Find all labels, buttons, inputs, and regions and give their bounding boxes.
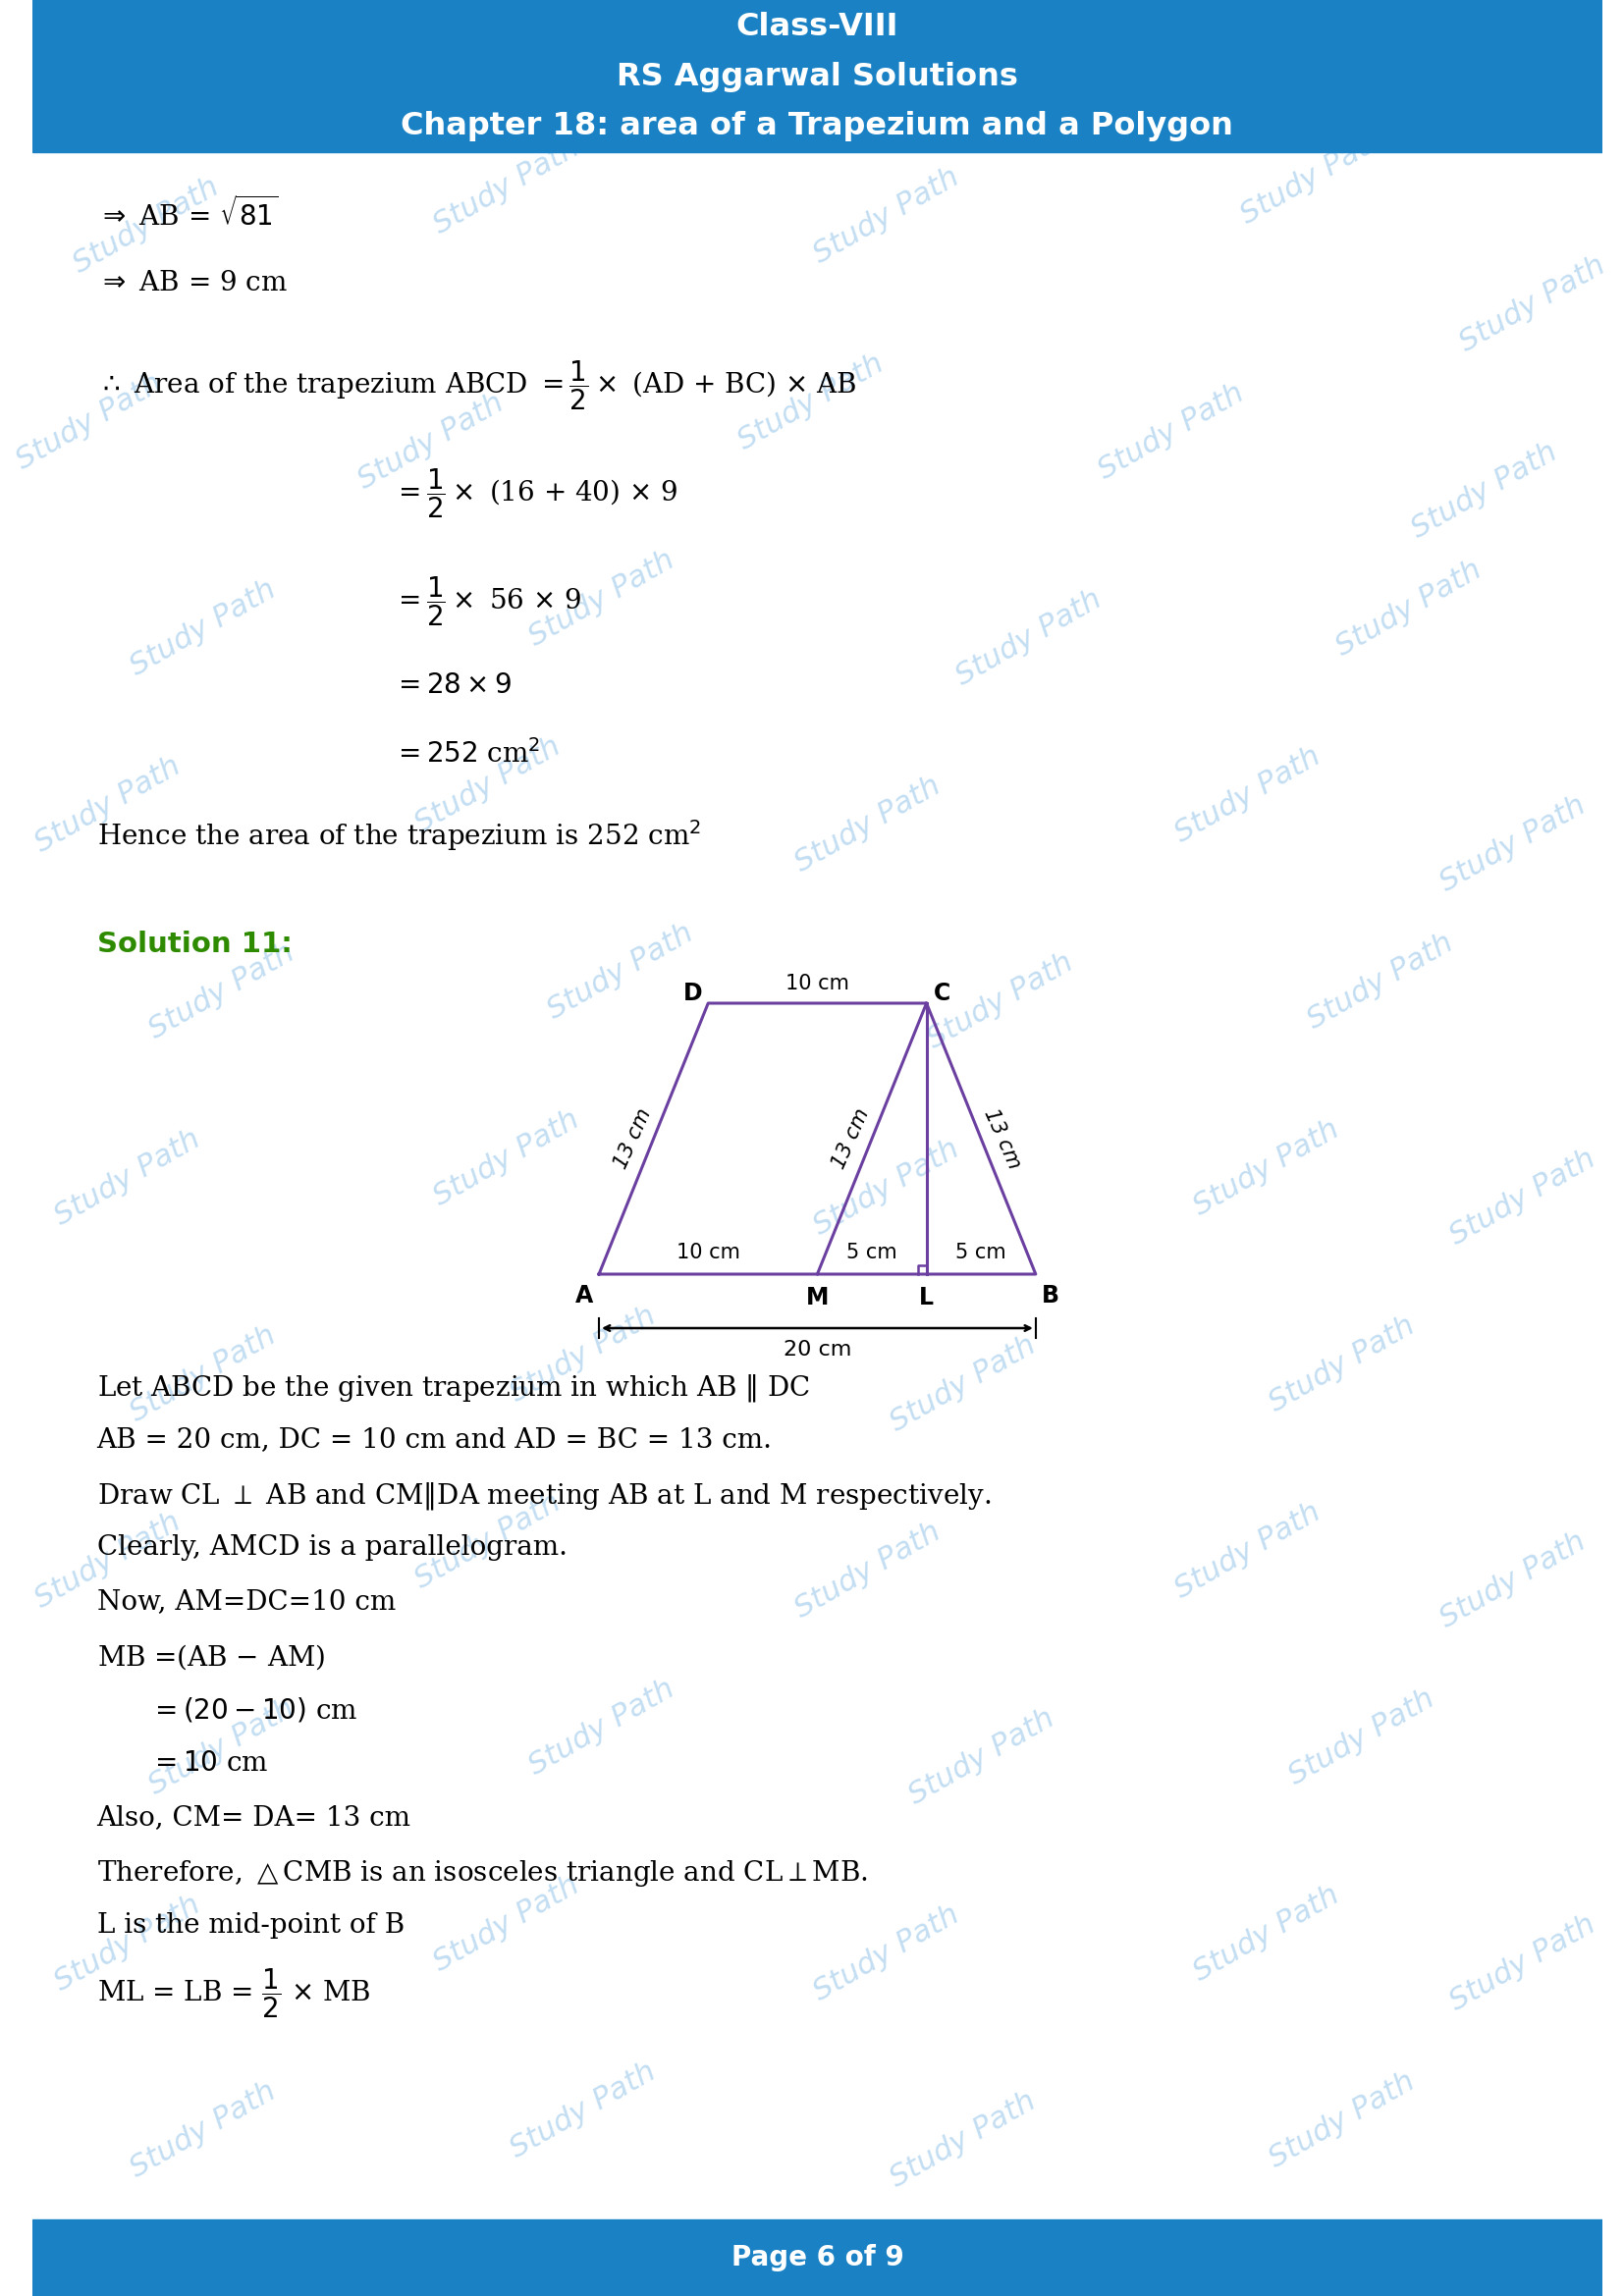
- Text: AB = 20 cm, DC = 10 cm and AD = BC = 13 cm.: AB = 20 cm, DC = 10 cm and AD = BC = 13 …: [97, 1426, 773, 1453]
- Text: Study Path: Study Path: [789, 1518, 945, 1623]
- Bar: [32, 0, 1603, 152]
- Text: Draw CL $\perp$ AB and CM$\|$DA meeting AB at L and M respectively.: Draw CL $\perp$ AB and CM$\|$DA meeting …: [97, 1481, 991, 1511]
- Text: Let ABCD be the given trapezium in which AB $\|$ DC: Let ABCD be the given trapezium in which…: [97, 1373, 809, 1403]
- Text: Study Path: Study Path: [49, 1125, 205, 1231]
- Text: Study Path: Study Path: [125, 574, 281, 682]
- Text: Study Path: Study Path: [1302, 928, 1458, 1035]
- Text: Study Path: Study Path: [125, 1320, 281, 1428]
- Text: RS Aggarwal Solutions: RS Aggarwal Solutions: [617, 62, 1018, 92]
- Text: 13 cm: 13 cm: [830, 1107, 874, 1171]
- Text: Study Path: Study Path: [525, 1674, 680, 1782]
- Text: L is the mid-point of B: L is the mid-point of B: [97, 1913, 404, 1938]
- Text: Study Path: Study Path: [68, 172, 224, 278]
- Text: 20 cm: 20 cm: [783, 1341, 851, 1359]
- Text: Study Path: Study Path: [1332, 556, 1486, 661]
- Text: ML = LB = $\dfrac{1}{2}$ $\times$ MB: ML = LB = $\dfrac{1}{2}$ $\times$ MB: [97, 1965, 370, 2020]
- Text: Study Path: Study Path: [11, 370, 167, 475]
- Text: Study Path: Study Path: [31, 751, 187, 859]
- Text: C: C: [934, 983, 950, 1006]
- Text: Also, CM= DA= 13 cm: Also, CM= DA= 13 cm: [97, 1805, 411, 1830]
- Text: Study Path: Study Path: [1169, 1497, 1325, 1605]
- Text: Study Path: Study Path: [505, 2057, 661, 2163]
- Text: Study Path: Study Path: [809, 1134, 965, 1240]
- Text: $\therefore$ Area of the trapezium ABCD $=\dfrac{1}{2}\times$ (AD + BC) $\times$: $\therefore$ Area of the trapezium ABCD …: [97, 358, 856, 411]
- Text: Study Path: Study Path: [809, 1901, 965, 2007]
- Text: Study Path: Study Path: [352, 388, 508, 496]
- Text: Study Path: Study Path: [1283, 1685, 1439, 1791]
- Text: Study Path: Study Path: [1265, 1311, 1419, 1417]
- Text: Study Path: Study Path: [1169, 742, 1325, 847]
- Text: D: D: [684, 983, 703, 1006]
- Text: Study Path: Study Path: [1265, 2066, 1419, 2174]
- Text: MB =(AB $-$ AM): MB =(AB $-$ AM): [97, 1642, 325, 1671]
- Text: 5 cm: 5 cm: [957, 1242, 1007, 1263]
- Text: Study Path: Study Path: [885, 2087, 1041, 2193]
- Text: 10 cm: 10 cm: [786, 974, 849, 994]
- Text: Study Path: Study Path: [1436, 792, 1592, 898]
- Text: Study Path: Study Path: [542, 918, 698, 1024]
- Text: Study Path: Study Path: [903, 1704, 1059, 1809]
- Text: B: B: [1043, 1283, 1060, 1306]
- Text: Study Path: Study Path: [1189, 1116, 1345, 1221]
- Text: Study Path: Study Path: [1455, 250, 1609, 358]
- Text: A: A: [575, 1283, 593, 1306]
- Text: Study Path: Study Path: [885, 1332, 1041, 1437]
- Text: $=\dfrac{1}{2}\times$ (16 + 40) $\times$ 9: $=\dfrac{1}{2}\times$ (16 + 40) $\times$…: [393, 466, 677, 519]
- Text: Study Path: Study Path: [789, 771, 945, 877]
- Text: $=\dfrac{1}{2}\times$ 56 $\times$ 9: $=\dfrac{1}{2}\times$ 56 $\times$ 9: [393, 574, 581, 627]
- Text: L: L: [919, 1286, 934, 1309]
- Text: Study Path: Study Path: [809, 163, 965, 269]
- Text: Therefore, $\triangle$CMB is an isosceles triangle and CL$\perp$MB.: Therefore, $\triangle$CMB is an isoscele…: [97, 1857, 867, 1890]
- Text: $= 10$ cm: $= 10$ cm: [149, 1750, 268, 1777]
- Text: $= (20 - 10)$ cm: $= (20 - 10)$ cm: [149, 1697, 357, 1724]
- Text: $\Rightarrow$ AB = 9 cm: $\Rightarrow$ AB = 9 cm: [97, 271, 287, 296]
- Text: Now, AM=DC=10 cm: Now, AM=DC=10 cm: [97, 1589, 396, 1614]
- Text: $= 252$ cm$^{2}$: $= 252$ cm$^{2}$: [393, 739, 541, 769]
- Text: Study Path: Study Path: [1189, 1880, 1345, 1986]
- Text: $\Rightarrow$ AB = $\sqrt{81}$: $\Rightarrow$ AB = $\sqrt{81}$: [97, 197, 278, 232]
- Bar: [32, 2220, 1603, 2296]
- Text: Study Path: Study Path: [952, 585, 1108, 691]
- Text: Study Path: Study Path: [429, 1104, 585, 1212]
- Text: Chapter 18: area of a Trapezium and a Polygon: Chapter 18: area of a Trapezium and a Po…: [401, 110, 1234, 140]
- Text: Study Path: Study Path: [409, 732, 565, 838]
- Text: Study Path: Study Path: [525, 546, 680, 652]
- Text: Clearly, AMCD is a parallelogram.: Clearly, AMCD is a parallelogram.: [97, 1534, 567, 1561]
- Text: Class-VIII: Class-VIII: [736, 11, 898, 44]
- Text: Study Path: Study Path: [732, 349, 888, 455]
- Text: Study Path: Study Path: [922, 948, 1078, 1054]
- Text: Hence the area of the trapezium is 252 cm$^{2}$: Hence the area of the trapezium is 252 c…: [97, 817, 700, 852]
- Text: Study Path: Study Path: [49, 1890, 205, 1998]
- Text: Study Path: Study Path: [145, 939, 300, 1045]
- Text: Study Path: Study Path: [145, 1694, 300, 1800]
- Text: 13 cm: 13 cm: [979, 1107, 1023, 1171]
- Text: 10 cm: 10 cm: [676, 1242, 741, 1263]
- Text: Study Path: Study Path: [1445, 1910, 1601, 2016]
- Text: M: M: [806, 1286, 828, 1309]
- Text: Study Path: Study Path: [125, 2078, 281, 2183]
- Text: Study Path: Study Path: [1406, 439, 1562, 544]
- Text: 5 cm: 5 cm: [846, 1242, 896, 1263]
- Text: Study Path: Study Path: [409, 1488, 565, 1593]
- Text: Study Path: Study Path: [1445, 1143, 1601, 1251]
- Text: Study Path: Study Path: [505, 1302, 661, 1407]
- Text: 13 cm: 13 cm: [611, 1107, 654, 1171]
- Text: Study Path: Study Path: [429, 1871, 585, 1977]
- Text: $= 28 \times 9$: $= 28 \times 9$: [393, 673, 512, 698]
- Text: Study Path: Study Path: [429, 133, 585, 239]
- Text: Study Path: Study Path: [31, 1508, 187, 1614]
- Text: Page 6 of 9: Page 6 of 9: [731, 2243, 903, 2271]
- Text: Study Path: Study Path: [1436, 1527, 1592, 1632]
- Text: Study Path: Study Path: [1236, 124, 1392, 230]
- Text: Study Path: Study Path: [1093, 379, 1249, 484]
- Text: Solution 11:: Solution 11:: [97, 930, 292, 957]
